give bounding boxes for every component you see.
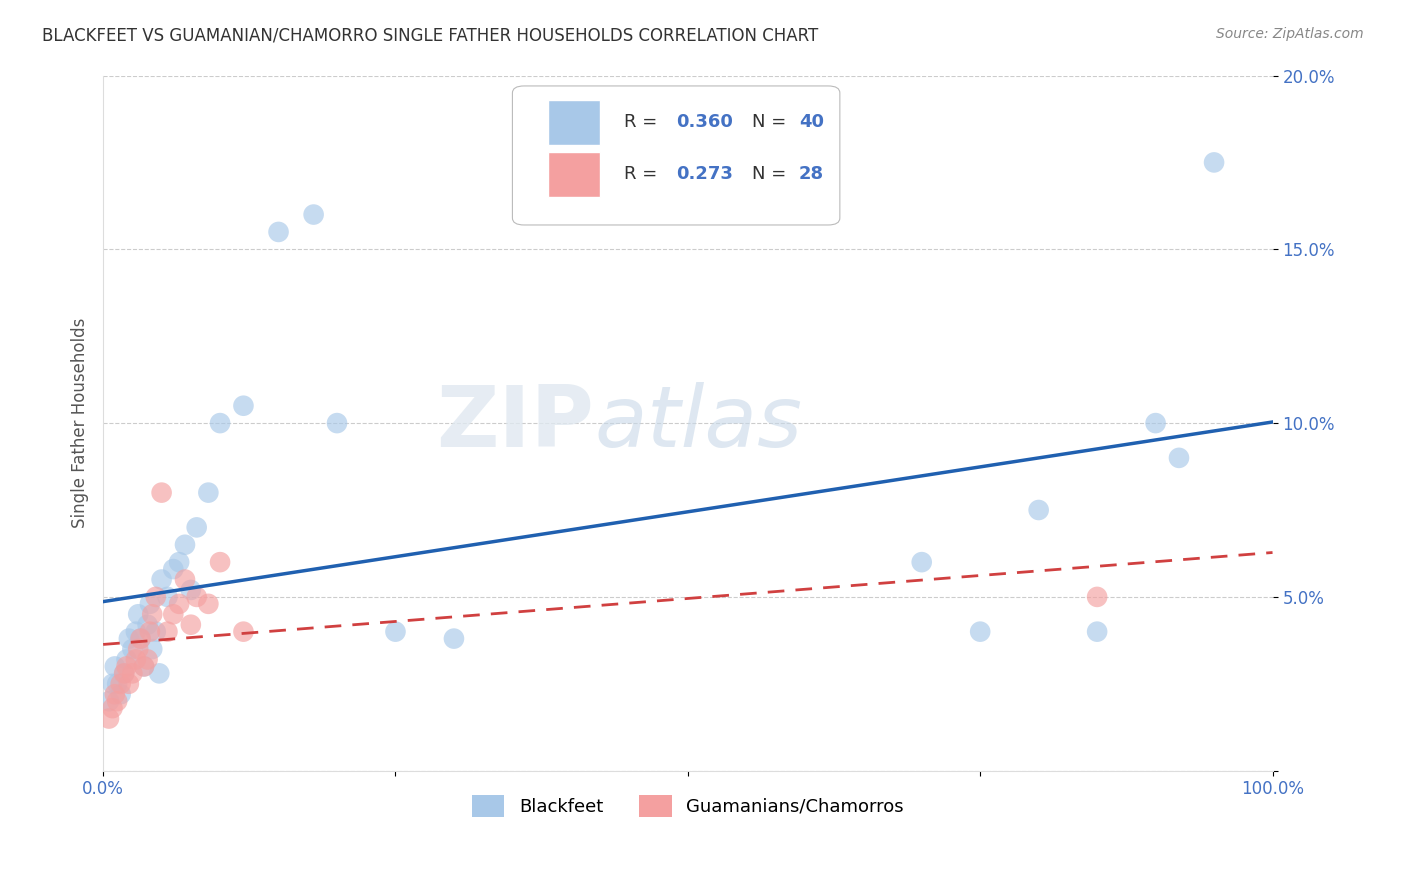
Point [132,659,155,673]
Point [156,590,179,604]
Point [1085,590,1108,604]
Point [384,624,406,639]
Point [112,666,135,681]
Text: R =: R = [623,165,662,183]
Point [1028,503,1050,517]
Point [150,485,173,500]
Point [125,624,148,639]
Point [167,555,190,569]
Point [326,416,349,430]
Point [162,562,184,576]
FancyBboxPatch shape [512,86,839,225]
FancyBboxPatch shape [547,100,600,145]
Point [141,642,163,657]
Point [121,642,143,657]
Point [209,555,232,569]
Point [105,677,128,691]
Point [104,687,127,701]
Point [156,624,179,639]
Point [127,642,149,657]
Legend: Blackfeet, Guamanians/Chamorros: Blackfeet, Guamanians/Chamorros [464,788,911,824]
Point [232,624,254,639]
Text: N =: N = [752,165,792,183]
Point [141,607,163,622]
Point [112,666,135,681]
Point [101,677,124,691]
Point [105,694,128,708]
Point [197,597,219,611]
Point [98,694,121,708]
Point [101,701,124,715]
Point [209,416,232,430]
Text: ZIP: ZIP [436,382,595,465]
Point [186,520,208,534]
Point [167,597,190,611]
Point [145,590,167,604]
Point [145,624,167,639]
Point [98,712,121,726]
Point [162,607,184,622]
Point [186,590,208,604]
Text: 40: 40 [799,113,824,131]
Point [136,617,159,632]
Point [110,687,132,701]
Point [115,652,138,666]
Text: atlas: atlas [595,382,803,465]
Point [267,225,290,239]
Point [104,659,127,673]
Point [121,666,143,681]
Point [969,624,991,639]
Point [139,624,162,639]
Point [232,399,254,413]
Text: R =: R = [623,113,662,131]
Point [136,652,159,666]
Point [118,677,141,691]
Point [139,597,162,611]
Point [180,582,202,597]
FancyBboxPatch shape [547,152,600,197]
Point [1168,450,1191,465]
Point [443,632,465,646]
Point [1144,416,1167,430]
Point [174,538,197,552]
Point [197,485,219,500]
Point [1085,624,1108,639]
Point [302,208,325,222]
Point [174,573,197,587]
Text: BLACKFEET VS GUAMANIAN/CHAMORRO SINGLE FATHER HOUSEHOLDS CORRELATION CHART: BLACKFEET VS GUAMANIAN/CHAMORRO SINGLE F… [42,27,818,45]
Point [110,677,132,691]
Point [180,617,202,632]
Y-axis label: Single Father Households: Single Father Households [72,318,89,528]
Point [129,632,152,646]
Point [129,632,152,646]
Point [115,659,138,673]
Text: N =: N = [752,113,792,131]
Point [911,555,934,569]
Point [118,632,141,646]
Point [125,652,148,666]
Point [132,659,155,673]
Text: 0.273: 0.273 [676,165,733,183]
Text: 28: 28 [799,165,824,183]
Text: 0.360: 0.360 [676,113,733,131]
Point [127,607,149,622]
Point [150,573,173,587]
Point [148,666,170,681]
Text: Source: ZipAtlas.com: Source: ZipAtlas.com [1216,27,1364,41]
Point [1202,155,1225,169]
